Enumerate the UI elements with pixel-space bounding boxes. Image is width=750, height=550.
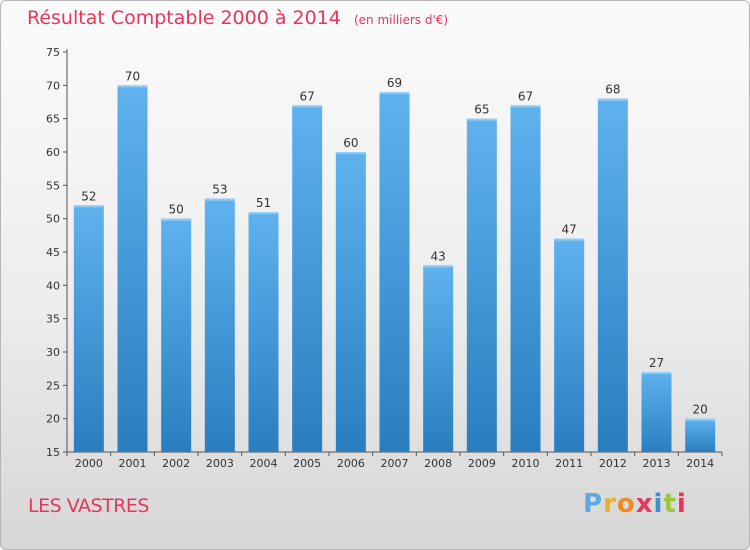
bar-value-label: 43: [431, 249, 446, 263]
y-tick-label: 45: [46, 246, 60, 259]
bar-top-highlight: [554, 238, 585, 241]
chart-title: Résultat Comptable 2000 à 2014 (en milli…: [27, 7, 448, 29]
y-tick-label: 25: [46, 379, 60, 392]
logo-letter: o: [616, 489, 636, 519]
bar: [641, 372, 672, 452]
x-tick-label: 2000: [75, 457, 103, 470]
bar: [597, 98, 628, 453]
y-tick-label: 40: [46, 279, 60, 292]
bar-value-label: 68: [605, 83, 620, 97]
y-tick-label: 50: [46, 213, 60, 226]
y-tick-label: 55: [46, 179, 60, 192]
chart-title-main: Résultat Comptable 2000 à 2014: [27, 7, 341, 29]
y-tick-label: 35: [46, 313, 60, 326]
bar-top-highlight: [292, 105, 323, 108]
y-tick-label: 20: [46, 413, 60, 426]
bar-top-highlight: [248, 212, 279, 214]
y-tick-label: 75: [46, 46, 60, 59]
bar: [554, 238, 585, 452]
bar: [466, 118, 497, 453]
x-tick-label: 2001: [119, 457, 147, 470]
x-tick-label: 2005: [293, 457, 321, 470]
x-tick-label: 2007: [381, 457, 409, 470]
bar-top-highlight: [685, 418, 716, 421]
x-tick-label: 2013: [643, 457, 671, 470]
bar-value-label: 53: [212, 183, 227, 197]
commune-name: LES VASTRES: [28, 495, 149, 517]
bar-top-highlight: [423, 265, 454, 268]
logo-letter: i: [653, 489, 664, 519]
bar-value-label: 20: [693, 403, 708, 417]
bar: [117, 85, 148, 452]
logo-letter: t: [663, 489, 677, 519]
logo-letter: i: [676, 489, 687, 519]
bar-top-highlight: [597, 98, 628, 101]
bar-top-highlight: [161, 218, 192, 221]
bar-top-highlight: [204, 198, 235, 201]
bar: [510, 105, 541, 452]
x-tick-label: 2012: [599, 457, 627, 470]
y-tick-label: 70: [46, 79, 60, 92]
x-tick-label: 2008: [424, 457, 452, 470]
logo-letter: x: [635, 489, 654, 519]
bar: [379, 92, 410, 452]
y-tick-label: 60: [46, 146, 60, 159]
x-tick-label: 2011: [555, 457, 583, 470]
bar-top-highlight: [510, 105, 541, 108]
bar-value-label: 67: [518, 89, 533, 103]
bar: [204, 198, 235, 452]
x-tick-label: 2010: [512, 457, 540, 470]
x-tick-label: 2014: [686, 457, 714, 470]
chart-title-unit: (en milliers d'€): [353, 13, 449, 27]
bar-value-label: 47: [562, 223, 577, 237]
x-tick-label: 2004: [250, 457, 278, 470]
bar-value-label: 51: [256, 196, 271, 210]
bar: [685, 418, 716, 452]
x-tick-label: 2009: [468, 457, 496, 470]
bar-top-highlight: [335, 152, 366, 154]
bar-value-label: 69: [387, 76, 402, 90]
bar-value-label: 60: [343, 136, 358, 150]
bar-value-label: 65: [474, 103, 489, 117]
x-tick-label: 2003: [206, 457, 234, 470]
y-tick-label: 30: [46, 346, 60, 359]
bar-top-highlight: [379, 92, 410, 94]
bar-top-highlight: [641, 372, 672, 374]
y-tick-label: 15: [46, 446, 60, 459]
bar: [73, 205, 104, 452]
bar-top-highlight: [117, 85, 148, 88]
bar-value-label: 50: [169, 203, 184, 217]
bar-value-label: 67: [300, 89, 315, 103]
bar: [248, 212, 279, 452]
x-tick-label: 2006: [337, 457, 365, 470]
y-tick-label: 65: [46, 113, 60, 126]
logo-letter: r: [603, 489, 617, 519]
bar: [423, 265, 454, 452]
bar-value-label: 27: [649, 356, 664, 370]
proxiti-logo: Proxiti: [583, 489, 687, 519]
logo-letter: P: [583, 489, 604, 519]
bar-top-highlight: [73, 205, 104, 208]
bar: [161, 218, 192, 452]
bar: [335, 152, 366, 452]
bar-value-label: 70: [125, 69, 140, 83]
x-tick-label: 2002: [162, 457, 190, 470]
bar-top-highlight: [466, 118, 497, 121]
bar: [292, 105, 323, 452]
bar-value-label: 52: [81, 189, 96, 203]
